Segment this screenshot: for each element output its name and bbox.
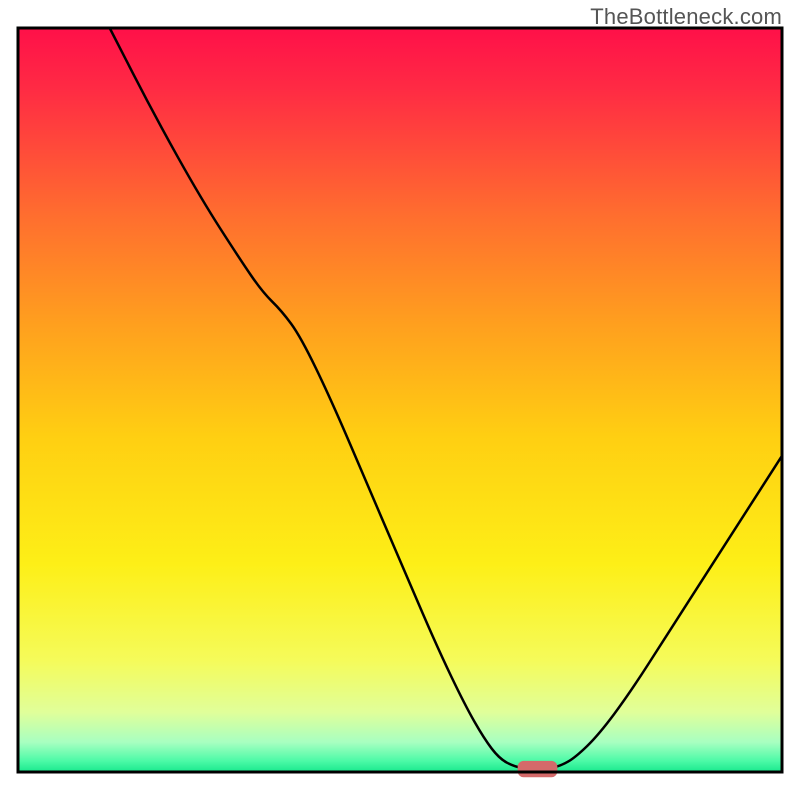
optimal-point-marker: [518, 761, 558, 777]
watermark-text: TheBottleneck.com: [590, 4, 782, 30]
chart-container: TheBottleneck.com: [0, 0, 800, 800]
bottleneck-curve-chart: [0, 0, 800, 800]
gradient-background: [18, 28, 782, 772]
